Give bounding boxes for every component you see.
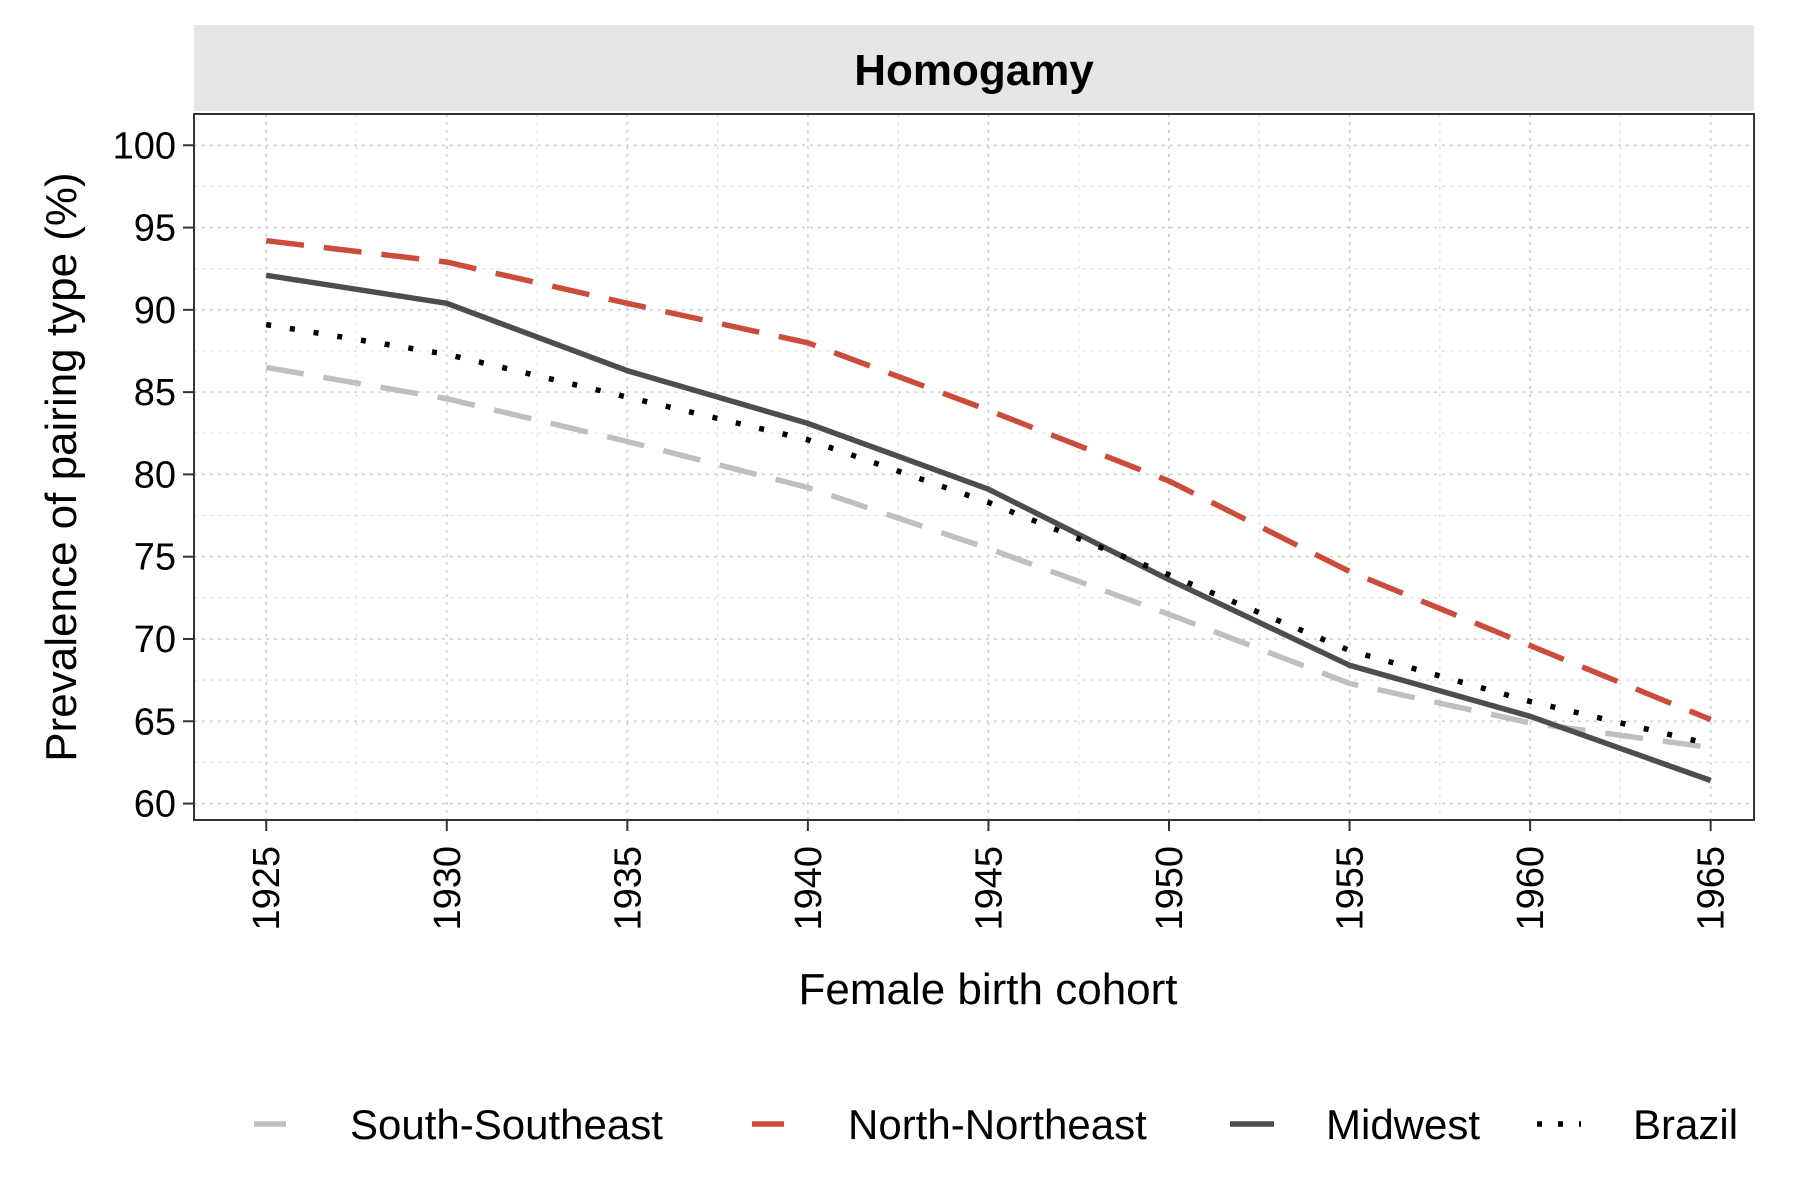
plot-panel-border bbox=[193, 113, 1755, 821]
legend-label-north-northeast: North-Northeast bbox=[848, 1101, 1147, 1148]
series-line-south-southeast bbox=[265, 364, 1712, 751]
y-tick-label: 100 bbox=[113, 125, 176, 167]
x-tick-label: 1930 bbox=[427, 846, 469, 931]
grid bbox=[194, 114, 1754, 820]
series-line-north-northeast bbox=[265, 237, 1712, 723]
facet-strip bbox=[194, 25, 1754, 111]
y-tick-label: 85 bbox=[134, 372, 176, 414]
y-axis-title: Prevalence of pairing type (%) bbox=[37, 172, 86, 761]
x-tick-label: 1940 bbox=[788, 846, 830, 931]
x-axis-title: Female birth cohort bbox=[798, 965, 1177, 1014]
legend-label-brazil: Brazil bbox=[1633, 1101, 1738, 1148]
plot-panel-background bbox=[194, 114, 1754, 820]
y-tick-label: 80 bbox=[134, 454, 176, 496]
x-tick-label: 1965 bbox=[1691, 846, 1733, 931]
x-tick-label: 1950 bbox=[1149, 846, 1191, 931]
y-tick-label: 70 bbox=[134, 619, 176, 661]
y-tick-label: 65 bbox=[134, 701, 176, 743]
legend-label-midwest: Midwest bbox=[1326, 1101, 1480, 1148]
y-tick-label: 75 bbox=[134, 537, 176, 579]
x-tick-label: 1945 bbox=[968, 846, 1010, 931]
legend: South-Southeast North-Northeast Midwest Bra… bbox=[254, 1101, 1738, 1148]
series-lines bbox=[265, 237, 1712, 784]
series-line-midwest bbox=[265, 272, 1712, 784]
x-tick-label: 1925 bbox=[246, 846, 288, 931]
series-line-brazil bbox=[265, 321, 1712, 747]
x-tick-label: 1960 bbox=[1510, 846, 1552, 931]
facet-strip-title: Homogamy bbox=[854, 46, 1094, 95]
legend-label-south-southeast: South-Southeast bbox=[350, 1101, 663, 1148]
y-tick-label: 60 bbox=[134, 784, 176, 826]
y-tick-label: 90 bbox=[134, 290, 176, 332]
y-tick-label: 95 bbox=[134, 208, 176, 250]
x-tick-label: 1955 bbox=[1330, 846, 1372, 931]
axes: 1925 1930 1935 1940 1945 1950 1955 1960 1965 60 65… bbox=[113, 125, 1733, 930]
x-tick-label: 1935 bbox=[607, 846, 649, 931]
